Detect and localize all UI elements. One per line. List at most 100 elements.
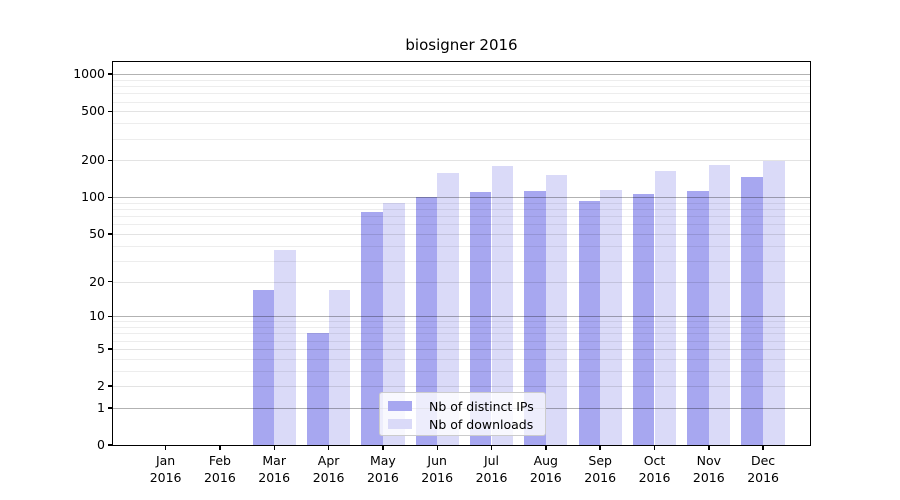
gridline-major <box>113 74 810 76</box>
legend: Nb of distinct IPs Nb of downloads <box>379 392 546 436</box>
x-tick-mark <box>382 445 384 450</box>
gridline-minor <box>113 101 810 103</box>
gridline-minor <box>113 260 810 262</box>
gridline-minor <box>113 233 810 235</box>
gridline-minor <box>113 340 810 342</box>
bar-downloads-apr-2016 <box>328 289 351 445</box>
y-tick-mark <box>108 196 113 198</box>
legend-label: Nb of distinct IPs <box>429 398 534 414</box>
y-tick-mark <box>108 280 113 283</box>
bar-downloads-may-2016 <box>382 202 405 445</box>
gridline-major <box>113 316 810 318</box>
x-tick-mark <box>490 445 493 450</box>
gridline-minor <box>113 209 810 211</box>
y-tick-mark <box>108 444 113 446</box>
gridline-minor <box>113 93 810 95</box>
gridline-minor <box>113 386 810 387</box>
x-tick-label: May 2016 <box>366 453 399 485</box>
x-tick-label: Apr 2016 <box>312 453 345 485</box>
legend-item: Nb of distinct IPs <box>380 397 545 415</box>
x-tick-mark <box>164 445 167 450</box>
legend-label: Nb of downloads <box>429 416 534 432</box>
x-tick-mark <box>273 445 275 450</box>
x-tick-label: Jan 2016 <box>149 453 182 485</box>
gridline-minor <box>113 202 810 204</box>
bar-ips-may-2016 <box>361 211 383 445</box>
bar-ips-sep-2016 <box>578 201 601 445</box>
gridline-minor <box>113 321 810 323</box>
y-tick-label: 5 <box>97 340 105 356</box>
x-tick-mark <box>327 445 330 450</box>
y-tick-mark <box>108 315 113 317</box>
y-tick-label: 200 <box>81 152 105 168</box>
bar-downloads-jul-2016 <box>491 166 514 445</box>
y-tick-mark <box>108 159 113 162</box>
gridline-minor <box>113 370 810 372</box>
y-tick-label: 500 <box>81 103 105 119</box>
y-tick-mark <box>108 73 113 75</box>
x-tick-label: Jun 2016 <box>421 453 454 485</box>
bar-downloads-sep-2016 <box>600 189 622 445</box>
legend-item: Nb of downloads <box>380 415 545 433</box>
x-tick-mark <box>219 445 221 450</box>
bar-ips-jun-2016 <box>415 197 438 445</box>
y-tick-mark <box>108 233 113 235</box>
y-tick-label: 20 <box>89 273 105 289</box>
bar-downloads-oct-2016 <box>654 170 677 445</box>
x-tick-mark <box>653 445 656 450</box>
y-tick-mark <box>108 407 113 409</box>
y-tick-mark <box>108 385 113 387</box>
x-tick-mark <box>708 445 710 450</box>
gridline-minor <box>113 333 810 335</box>
gridline-minor <box>113 348 810 350</box>
gridline-minor <box>113 358 810 360</box>
y-tick-label: 100 <box>81 189 105 205</box>
bar-ips-dec-2016 <box>741 176 764 445</box>
x-tick-label: Jul 2016 <box>475 453 508 485</box>
y-tick-label: 1 <box>97 399 105 415</box>
x-tick-label: Sep 2016 <box>584 453 617 485</box>
legend-swatch-ips <box>388 401 412 411</box>
y-tick-label: 0 <box>97 437 105 452</box>
legend-swatch-downloads <box>388 419 412 429</box>
gridline-minor <box>113 281 810 283</box>
bar-downloads-aug-2016 <box>545 175 568 445</box>
bar-downloads-dec-2016 <box>763 161 785 445</box>
gridline-minor <box>113 245 810 247</box>
x-tick-label: Nov 2016 <box>692 453 725 485</box>
plot-area: Nb of distinct IPs Nb of downloads 0 1 2 5 10… <box>73 61 811 485</box>
x-tick-mark <box>436 445 438 450</box>
x-tick-label: Mar 2016 <box>258 453 291 485</box>
y-tick-label: 10 <box>89 308 105 324</box>
bar-ips-apr-2016 <box>306 333 329 445</box>
gridline-minor <box>113 123 810 125</box>
x-tick-mark <box>762 445 764 450</box>
y-tick-label: 50 <box>89 225 105 241</box>
bar-downloads-jun-2016 <box>437 172 459 445</box>
gridline-minor <box>113 86 810 88</box>
x-tick-mark <box>545 445 547 450</box>
gridline-minor <box>113 79 810 81</box>
x-tick-label: Oct 2016 <box>638 453 671 485</box>
gridline-major <box>113 197 810 199</box>
chart-title: biosigner 2016 <box>405 36 518 54</box>
bar-ips-aug-2016 <box>524 191 546 445</box>
bar-downloads-nov-2016 <box>708 164 731 445</box>
x-tick-mark <box>599 445 601 450</box>
gridline-minor <box>113 160 810 162</box>
y-tick-mark <box>108 348 113 350</box>
x-tick-label: Dec 2016 <box>747 453 779 485</box>
gridline-minor <box>113 327 810 329</box>
y-tick-label: 1000 <box>73 66 105 82</box>
bar-ips-mar-2016 <box>252 289 275 445</box>
gridline-minor <box>113 111 810 113</box>
x-tick-label: Feb 2016 <box>203 453 236 485</box>
bar-ips-oct-2016 <box>632 194 655 445</box>
y-tick-mark <box>108 110 113 113</box>
gridline-minor <box>113 216 810 218</box>
y-tick-label: 2 <box>97 378 105 393</box>
x-tick-label: Aug 2016 <box>529 453 562 485</box>
gridline-minor <box>113 224 810 226</box>
bar-ips-nov-2016 <box>687 191 709 445</box>
bar-ips-jul-2016 <box>469 192 492 445</box>
